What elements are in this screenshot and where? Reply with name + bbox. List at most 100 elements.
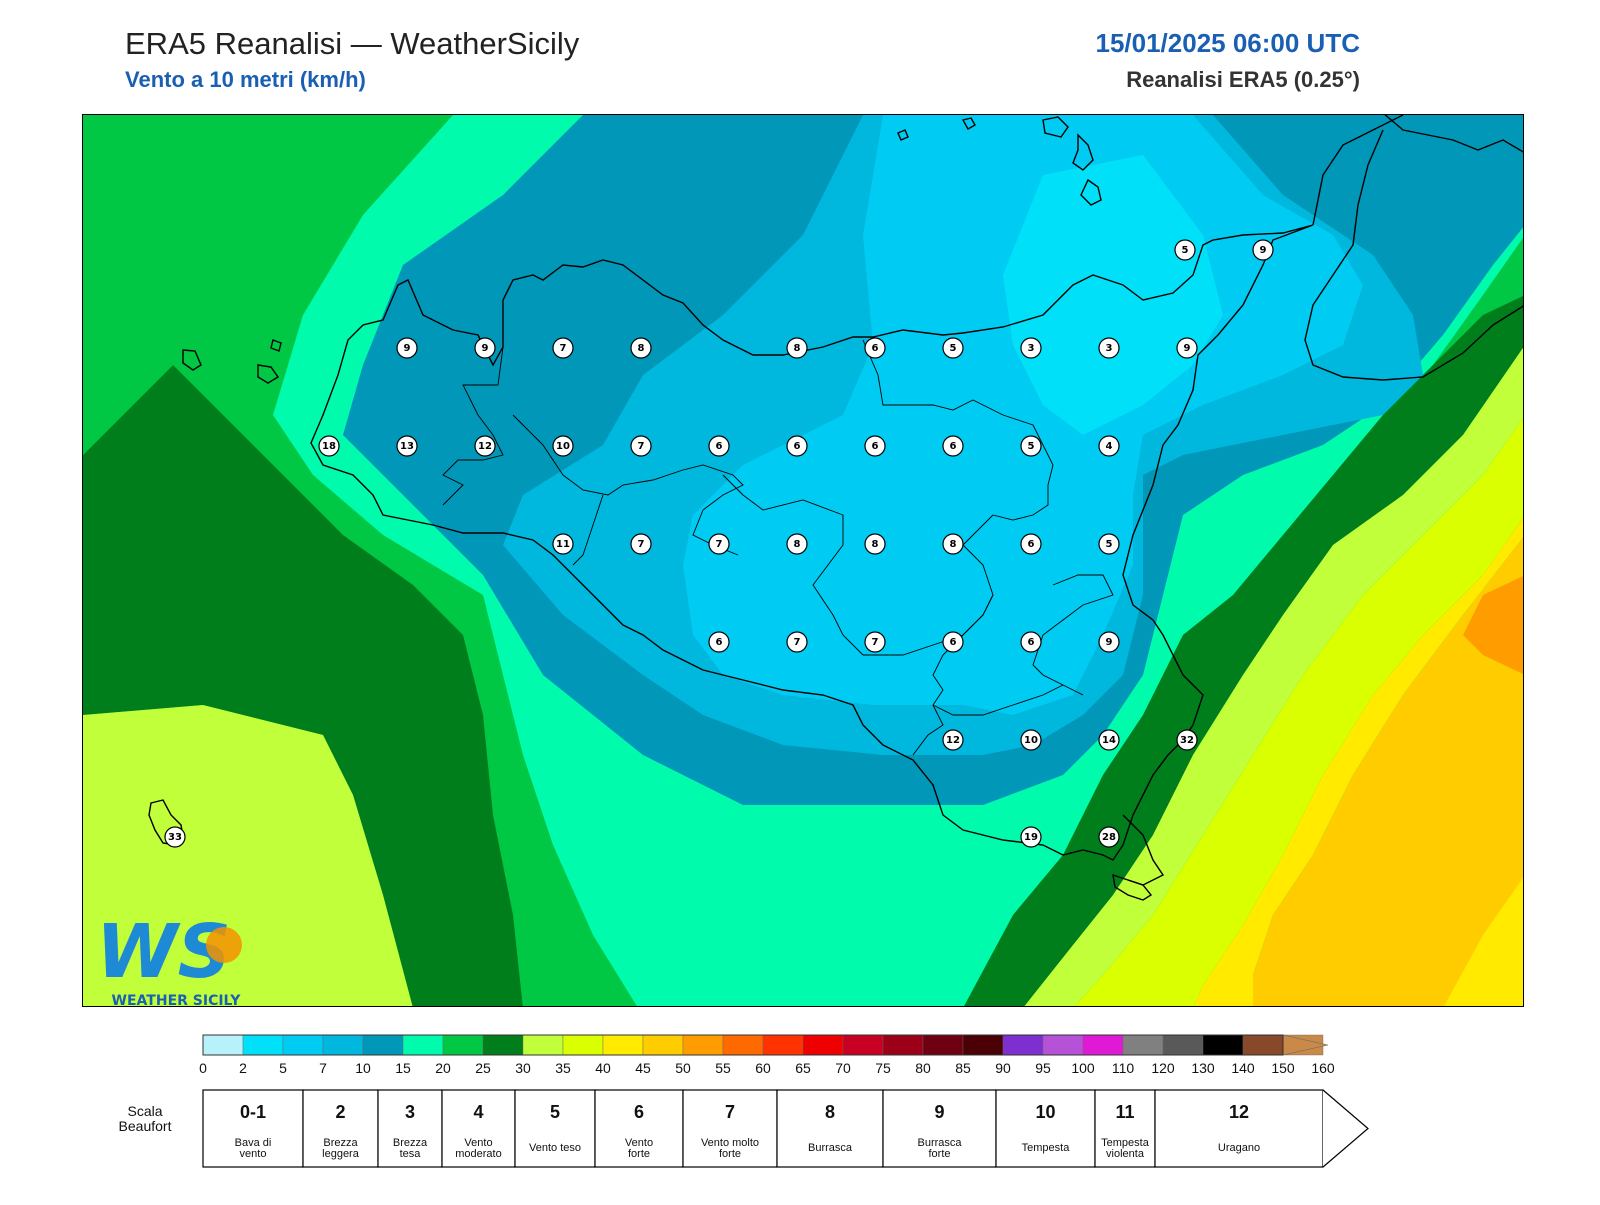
station-marker: 5	[942, 337, 964, 359]
station-dot	[630, 533, 652, 555]
station-marker: 7	[786, 631, 808, 653]
colorbar-tick-label: 65	[795, 1060, 811, 1076]
beaufort-number: 11	[1115, 1102, 1134, 1122]
beaufort-number: 3	[405, 1102, 415, 1122]
station-marker: 6	[864, 337, 886, 359]
beaufort-cell-box	[1154, 1089, 1324, 1168]
egadi-island-2	[257, 364, 280, 384]
station-value: 28	[1102, 832, 1116, 843]
colorbar-segment	[842, 1034, 884, 1056]
station-dot	[942, 729, 964, 751]
colorbar-tick-label: 110	[1112, 1060, 1135, 1076]
station-value: 5	[1028, 441, 1035, 452]
coastlines	[148, 115, 1523, 901]
colorbar-segment	[442, 1034, 484, 1056]
legend: 0 2 5 7 10 15 20 25 30 35 40 45 50 55 60 65 70 75 80 85 90 95…	[0, 1030, 1600, 1200]
beaufort-cell-box	[1094, 1089, 1156, 1168]
colorbar-tick-label: 150	[1271, 1060, 1295, 1076]
colorbar-tick-label: 55	[715, 1060, 731, 1076]
beaufort-number: 2	[335, 1102, 345, 1122]
wind-band-50-55	[1463, 575, 1523, 675]
colorbar-segment	[642, 1034, 684, 1056]
station-dot	[630, 337, 652, 359]
sicily-coastline	[310, 224, 1314, 861]
station-marker: 6	[786, 435, 808, 457]
wind-band-30-35-east	[1024, 347, 1523, 1006]
station-value: 9	[404, 343, 411, 354]
colorbar-segment	[1122, 1034, 1164, 1056]
alicudi-island	[961, 117, 976, 130]
calabria-tyrrhenian-coast	[1384, 115, 1523, 153]
station-marker: 7	[552, 337, 574, 359]
colorbar-segment	[802, 1034, 844, 1056]
beaufort-desc-line2: moderato	[455, 1148, 501, 1160]
colorbar-segment	[282, 1034, 324, 1056]
wind-field-svg: 5 99 9 7 8 8 6 5 3 3 918 13 12 10 7 6 6 6 6 5 411 7 7 8 8 8 6 56 7 7 6…	[83, 115, 1523, 1006]
beaufort-desc-line1: Brezza	[393, 1137, 428, 1149]
station-dot	[1098, 435, 1120, 457]
colorbar-tick-label: 25	[475, 1060, 491, 1076]
station-value: 13	[400, 441, 414, 452]
beaufort-desc-line1: Tempesta	[1101, 1137, 1150, 1149]
province-border-agrigento	[572, 494, 604, 566]
province-border-palermo	[512, 414, 744, 556]
colorbar-tick-label: 30	[515, 1060, 531, 1076]
beaufort-cell: 8 Burrasca	[776, 1089, 884, 1168]
station-value: 6	[872, 343, 879, 354]
colorbar	[202, 1034, 1329, 1056]
province-border-messina	[862, 339, 1054, 521]
colorbar-tick-label: 140	[1231, 1060, 1255, 1076]
station-dot	[1098, 631, 1120, 653]
colorbar-segment	[1082, 1034, 1124, 1056]
colorbar-tick-label: 130	[1191, 1060, 1215, 1076]
beaufort-desc: Vento teso	[529, 1142, 581, 1154]
colorbar-ticks: 0 2 5 7 10 15 20 25 30 35 40 45 50 55 60 65 70 75 80 85 90 95…	[199, 1060, 1335, 1076]
beaufort-cell-box	[202, 1089, 304, 1168]
beaufort-desc-line1: Bava di	[235, 1137, 272, 1149]
colorbar-segment	[722, 1034, 764, 1056]
sicily-southeast-cape	[1122, 814, 1165, 886]
colorbar-segment	[202, 1034, 244, 1056]
station-marker: 6	[708, 631, 730, 653]
station-value: 6	[950, 441, 957, 452]
station-value: 8	[638, 343, 645, 354]
wind-band-45-50	[1253, 537, 1523, 1006]
beaufort-desc-line2: forte	[628, 1148, 650, 1160]
station-marker: 9	[1176, 337, 1198, 359]
station-value: 5	[1182, 245, 1189, 256]
station-dot	[942, 435, 964, 457]
beaufort-arrow	[1322, 1089, 1369, 1168]
station-dot	[1098, 826, 1120, 848]
station-marker: 9	[396, 337, 418, 359]
station-marker: 12	[942, 729, 964, 751]
beaufort-number: 4	[473, 1102, 483, 1122]
station-dot	[1174, 239, 1196, 261]
station-marker: 6	[942, 631, 964, 653]
station-dot	[1020, 631, 1042, 653]
station-marker: 8	[786, 337, 808, 359]
wind-band-2-5	[1003, 155, 1223, 435]
station-value: 8	[794, 343, 801, 354]
calabria-coastline	[1312, 115, 1404, 226]
colorbar-tick-label: 160	[1311, 1060, 1335, 1076]
station-dot	[1020, 533, 1042, 555]
stromboli-island	[897, 129, 909, 141]
station-value: 5	[950, 343, 957, 354]
station-value: 11	[556, 539, 570, 550]
colorbar-segment	[682, 1034, 724, 1056]
station-value: 8	[794, 539, 801, 550]
station-dot	[164, 826, 186, 848]
station-marker: 18	[318, 435, 340, 457]
station-marker: 6	[1020, 533, 1042, 555]
station-marker: 28	[1098, 826, 1120, 848]
station-dot	[864, 631, 886, 653]
beaufort-cell-box	[302, 1089, 379, 1168]
station-value: 3	[1028, 343, 1035, 354]
colorbar-tick-label: 70	[835, 1060, 851, 1076]
station-marker: 8	[942, 533, 964, 555]
beaufort-desc-line1: Vento	[464, 1137, 492, 1149]
colorbar-segment	[762, 1034, 804, 1056]
station-marker: 7	[630, 435, 652, 457]
station-marker: 6	[864, 435, 886, 457]
